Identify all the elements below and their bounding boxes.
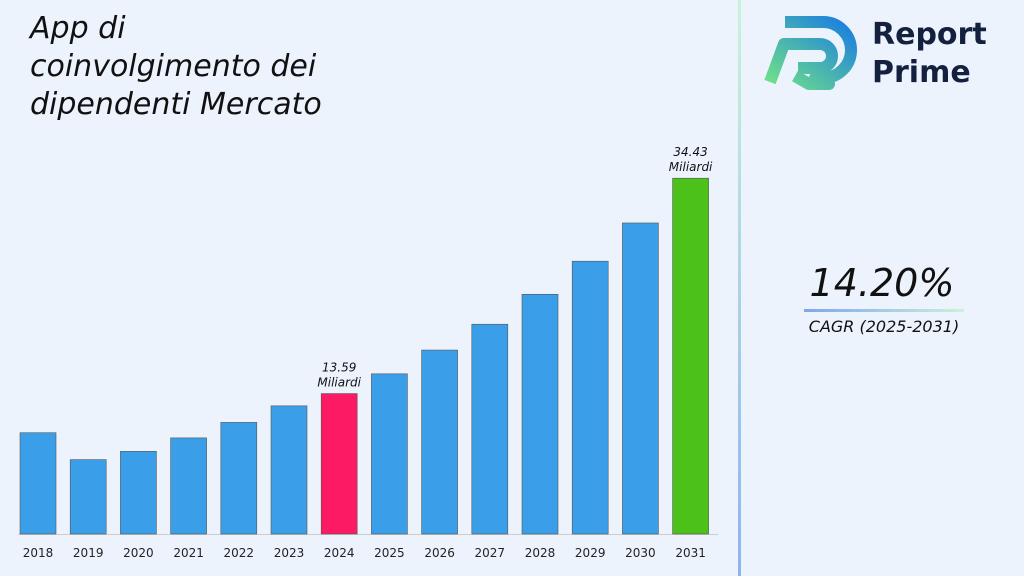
bar [220,422,258,535]
bar [471,323,509,535]
x-tick-label: 2023 [274,546,305,560]
cagr-label: CAGR (2025-2031) [809,317,959,336]
logo: Report Prime [764,16,987,90]
value-label: 13.59 Miliardi [317,361,361,390]
title-line: coinvolgimento dei [30,49,317,84]
x-tick-label: 2022 [224,546,255,560]
bar [371,373,408,535]
x-tick-label: 2029 [575,546,606,560]
logo-text: Prime [872,55,971,90]
x-tick-label: 2027 [475,546,506,560]
value-label: 34.43 Miliardi [669,145,713,174]
title-line: App di [28,11,126,46]
logo-mark [764,16,857,90]
value-label-line: 34.43 [673,145,707,159]
value-label-line: Miliardi [669,160,713,174]
bar [521,293,559,535]
bar [120,451,157,535]
cagr-underline [804,309,964,312]
value-label-line: 13.59 [322,361,356,375]
x-tick-label: 2025 [374,546,405,560]
x-tick-label: 2031 [675,546,706,560]
bar [19,432,57,535]
bar [270,405,308,535]
x-tick-label: 2028 [525,546,556,560]
x-tick-label: 2024 [324,546,355,560]
bar [69,459,107,535]
bar [170,437,207,535]
x-tick-label: 2026 [424,546,455,560]
cagr-value: 14.20% [810,261,955,305]
value-label-line: Miliardi [317,376,361,390]
bar [320,393,358,535]
x-tick-label: 2018 [23,546,54,560]
bar [622,222,659,535]
logo-text: Report [872,17,987,52]
x-tick-label: 2019 [73,546,104,560]
bar [672,177,709,535]
title-line: dipendenti Mercato [30,87,322,122]
x-tick-label: 2020 [123,546,154,560]
x-tick-label: 2030 [625,546,656,560]
x-tick-label: 2021 [173,546,204,560]
bar [571,260,609,535]
bar [421,349,458,535]
divider [738,0,741,576]
